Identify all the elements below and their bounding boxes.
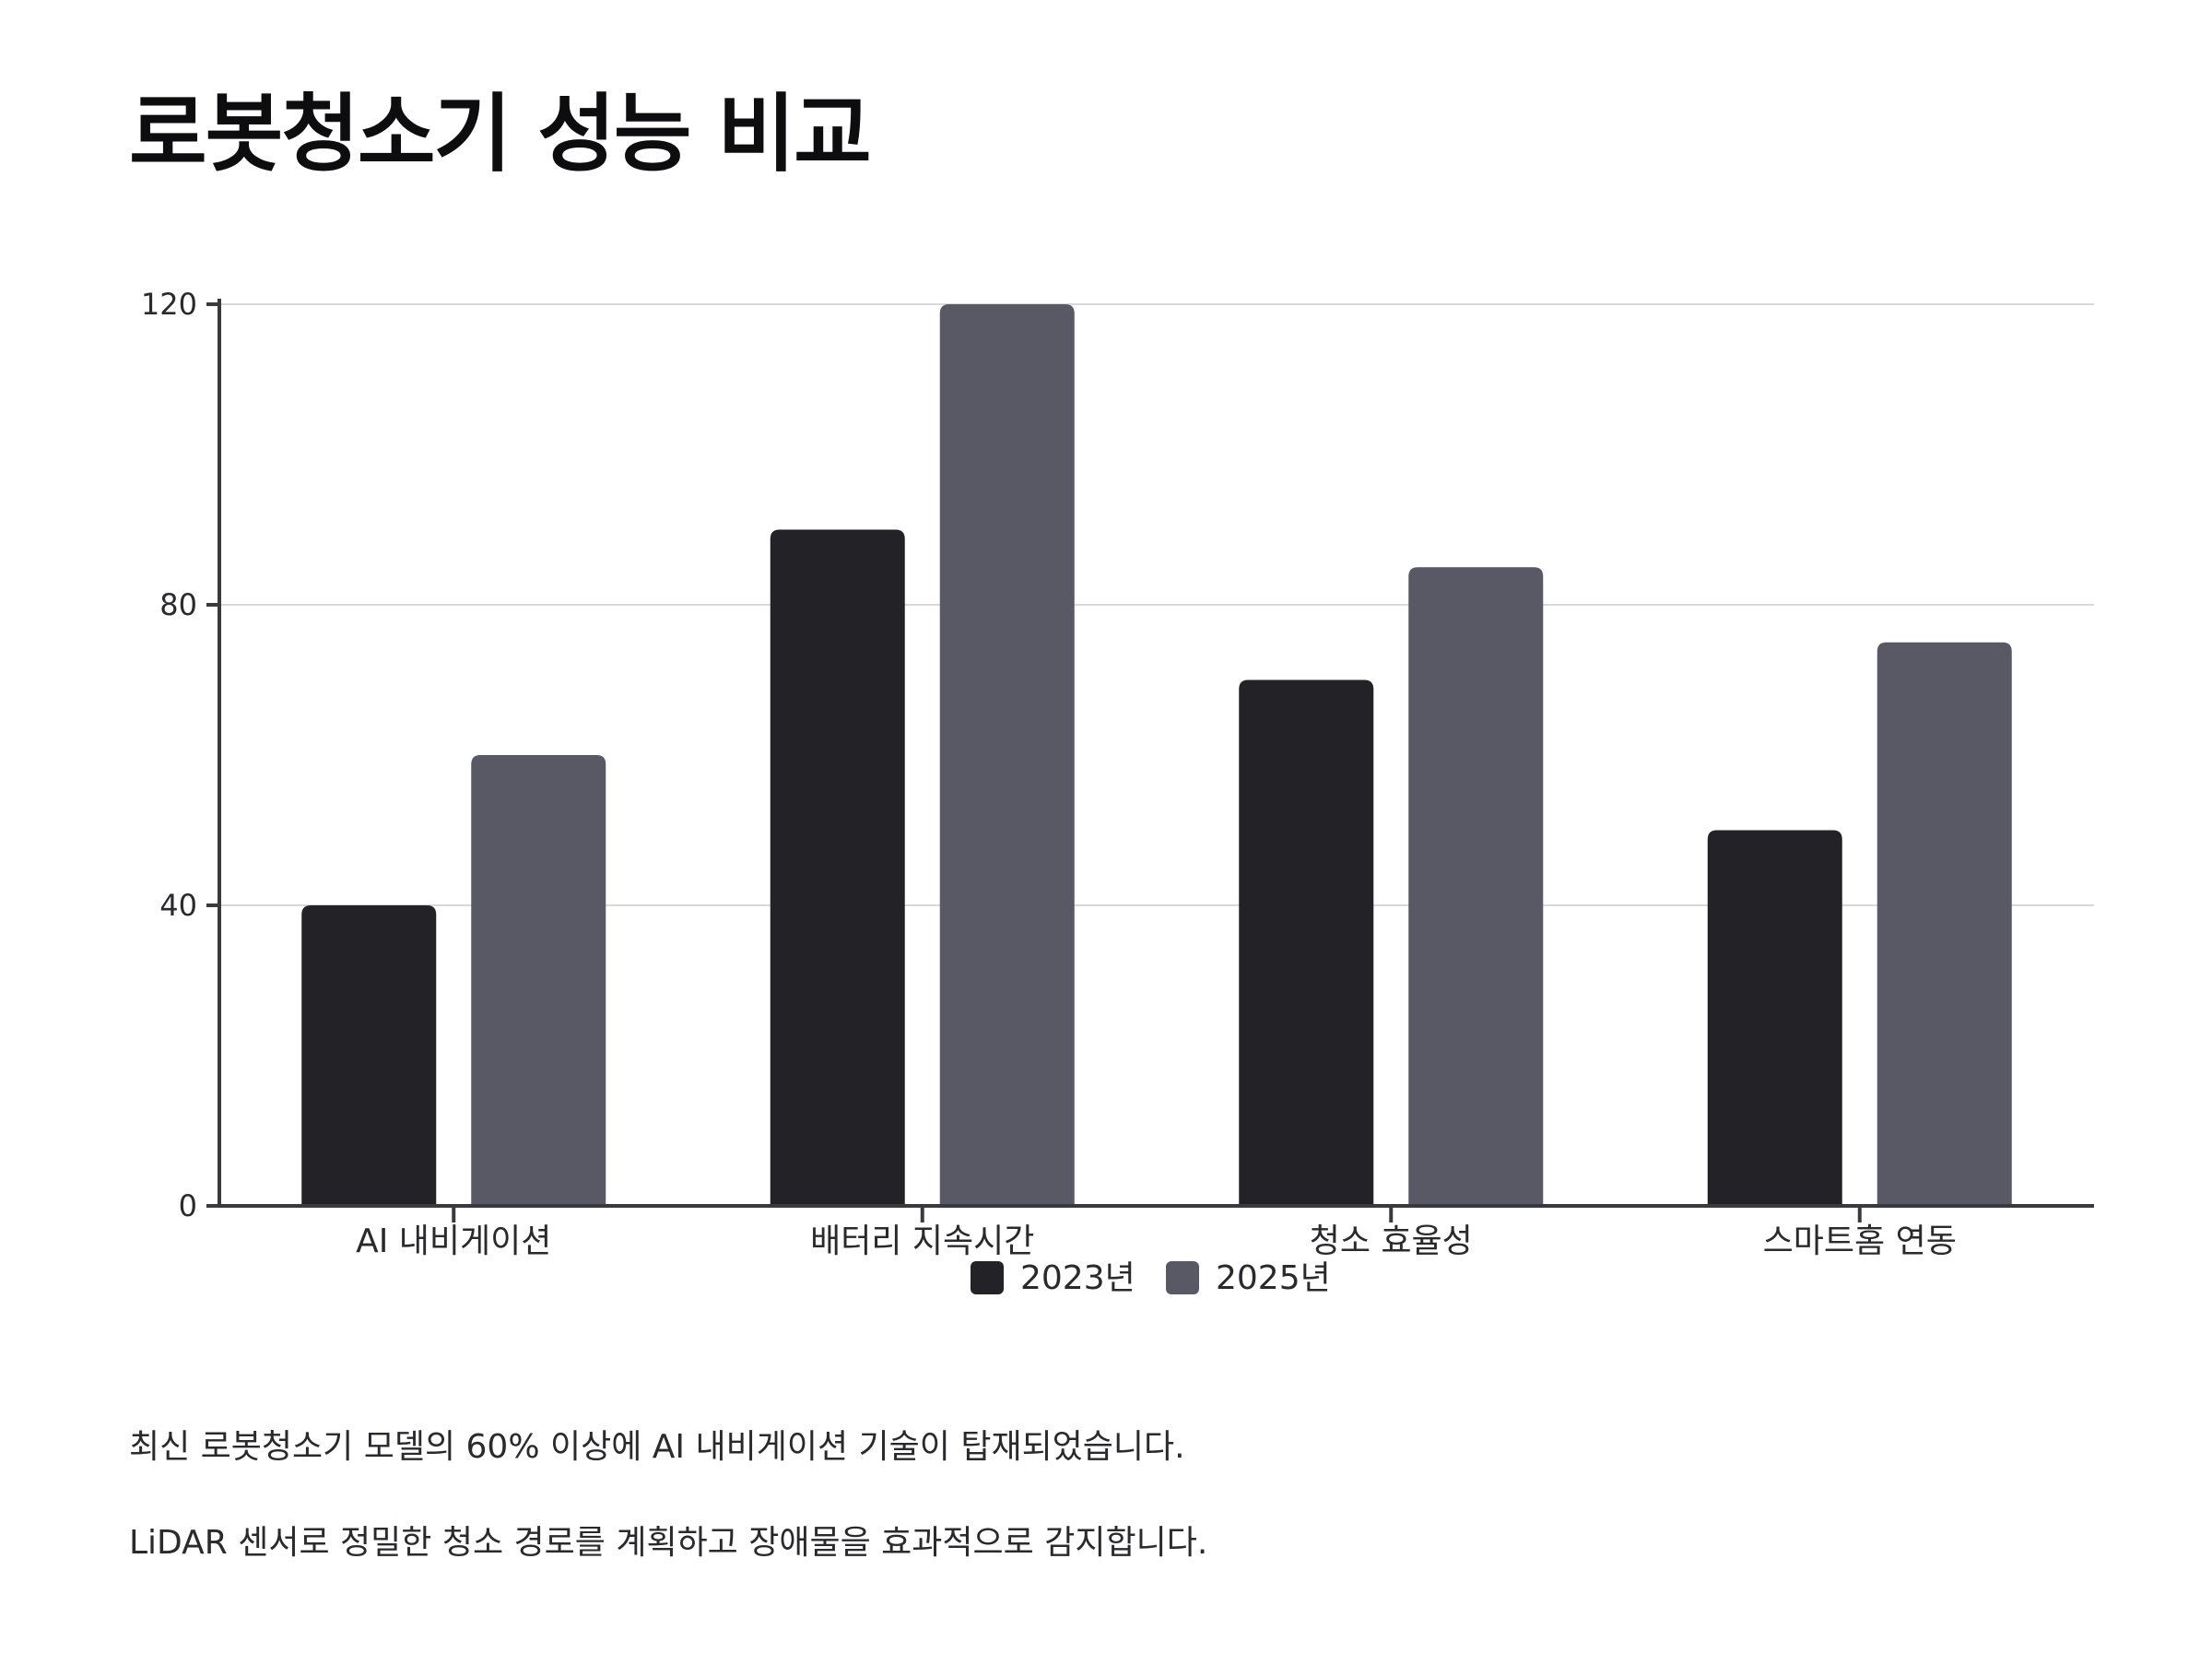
y-tick-label: 120 [141, 287, 197, 322]
bar-chart: 0 40 80 120 AI 내비게이션 배터리 지속시간 청소 효율성 스마트홈 연동 20… [141, 287, 2094, 1297]
legend: 2023년 2025년 [971, 1259, 1331, 1297]
x-tick-label: 배터리 지속시간 [810, 1222, 1034, 1260]
bar-series2-2 [1408, 567, 1544, 1206]
x-tick-label: 스마트홈 연동 [1763, 1222, 1957, 1260]
note-ai-navigation: 최신 로봇청소기 모델의 60% 이상에 AI 내비게이션 기술이 탑재되었습니… [129, 1428, 1185, 1466]
legend-swatch [1166, 1261, 1199, 1294]
x-tick-label: AI 내비게이션 [356, 1222, 551, 1260]
bars [301, 304, 2012, 1206]
x-tick-label: 청소 효율성 [1310, 1222, 1473, 1260]
axes: 0 40 80 120 AI 내비게이션 배터리 지속시간 청소 효율성 스마트홈 연동 [141, 287, 2094, 1260]
bar-series1-1 [770, 529, 905, 1206]
legend-label: 2023년 [1020, 1259, 1135, 1297]
bar-series1-3 [1707, 830, 1842, 1206]
y-tick-label: 40 [159, 888, 197, 923]
y-tick-label: 0 [179, 1188, 197, 1223]
legend-swatch [971, 1261, 1004, 1294]
bar-series2-0 [471, 755, 606, 1206]
legend-label: 2025년 [1216, 1259, 1331, 1297]
y-tick-label: 80 [159, 587, 197, 622]
bar-series1-2 [1239, 679, 1374, 1206]
page-title: 로봇청소기 성능 비교 [129, 85, 872, 183]
bar-series1-0 [301, 905, 437, 1206]
bar-series2-1 [939, 304, 1075, 1206]
bar-series2-3 [1877, 642, 2012, 1206]
note-lidar: LiDAR 센서로 정밀한 청소 경로를 계획하고 장애물을 효과적으로 감지합… [129, 1524, 1208, 1562]
